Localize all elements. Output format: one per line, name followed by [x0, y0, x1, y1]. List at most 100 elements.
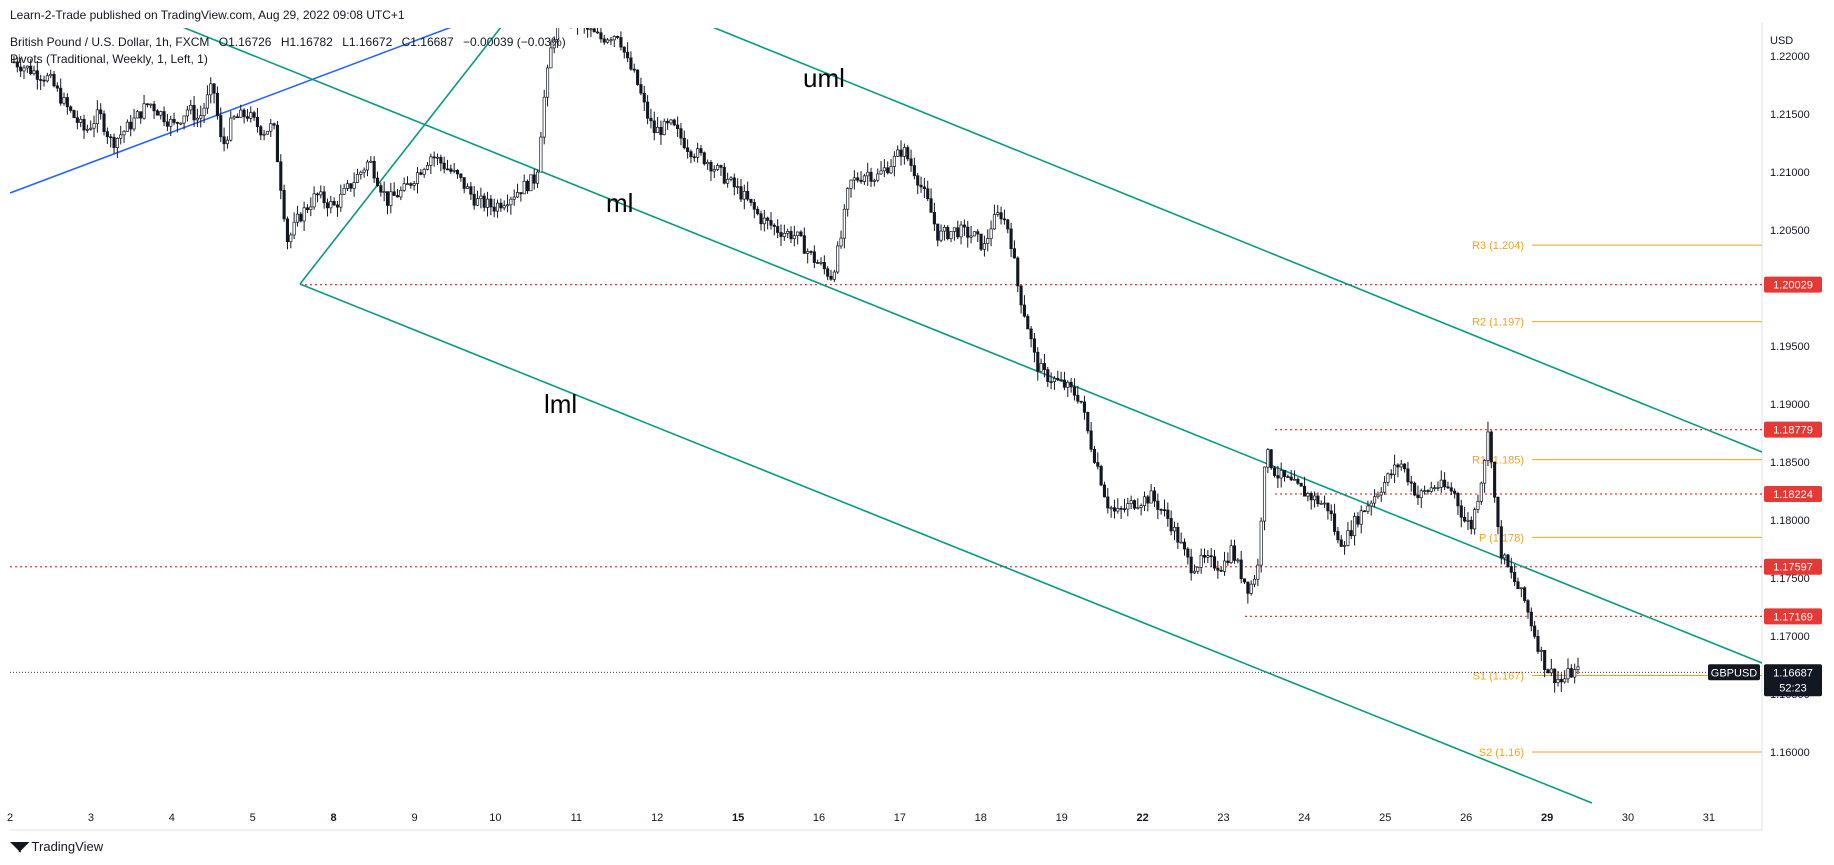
candle-body: [1132, 500, 1137, 509]
candle-body: [1549, 668, 1553, 674]
candle-body: [239, 109, 243, 118]
candle-body: [145, 103, 149, 106]
candle-body: [1459, 505, 1463, 518]
candle-body: [629, 57, 633, 70]
candle-body: [49, 73, 53, 77]
candle-body: [1122, 508, 1127, 511]
candle-body: [549, 47, 553, 69]
indicator-legend[interactable]: Pivots (Traditional, Weekly, 1, Left, 1): [10, 52, 208, 66]
candle-body: [1019, 285, 1023, 306]
time-tick-label: 17: [894, 812, 906, 824]
candle-body: [1319, 503, 1323, 505]
candle-body: [1323, 502, 1327, 505]
candle-body: [219, 115, 223, 138]
time-tick-label: 18: [975, 812, 987, 824]
candle-body: [826, 268, 830, 277]
price-level-tag: [1764, 608, 1822, 625]
plot-area[interactable]: [10, 28, 1762, 830]
candle-body: [1396, 464, 1400, 468]
candle-body: [499, 202, 503, 209]
candle-body: [1303, 485, 1307, 497]
candle-body: [315, 193, 320, 196]
candle-body: [1369, 502, 1373, 507]
candle-body: [365, 161, 370, 171]
blue-trendline[interactable]: [10, 22, 465, 194]
price-tick-label: 1.19500: [1770, 341, 1810, 353]
candle-body: [539, 136, 543, 173]
channel-upper-line[interactable]: [700, 22, 1762, 453]
candle-body: [736, 186, 740, 188]
brand-label: TradingView: [31, 839, 104, 854]
candle-body: [102, 113, 106, 132]
candle-body: [1139, 505, 1143, 508]
time-tick-label: 30: [1622, 812, 1634, 824]
candle-body: [949, 231, 953, 240]
candle-body: [570, 8, 572, 19]
candle-body: [1519, 587, 1523, 590]
candlestick-series[interactable]: [12, 3, 1580, 693]
candle-body: [1413, 482, 1417, 496]
candle-body: [1036, 351, 1040, 372]
candle-body: [295, 213, 300, 223]
candle-body: [1389, 473, 1393, 476]
time-tick-label: 2: [7, 812, 13, 824]
candle-body: [779, 232, 783, 237]
candle-body: [1419, 490, 1423, 499]
channel-lower-line[interactable]: [299, 283, 1593, 804]
candle-body: [1429, 487, 1433, 492]
candle-body: [1236, 559, 1240, 562]
candle-body: [205, 94, 209, 109]
price-level-label: 1.20029: [1773, 280, 1813, 292]
candle-body: [262, 133, 266, 136]
candle-body: [375, 177, 380, 187]
candle-body: [832, 271, 836, 280]
pivot-label: S1 (1.167): [1473, 670, 1524, 682]
symbol-legend[interactable]: British Pound / U.S. Dollar, 1h, FXCM O1…: [10, 35, 572, 49]
candle-body: [1486, 431, 1490, 461]
candle-body: [52, 73, 56, 87]
candle-body: [1209, 555, 1213, 558]
candle-body: [139, 111, 143, 119]
candle-body: [1142, 496, 1147, 506]
candle-body: [1229, 545, 1233, 563]
candle-body: [172, 118, 176, 123]
tradingview-brand[interactable]: ◥◤ TradingView: [10, 838, 103, 855]
candle-body: [1399, 463, 1403, 468]
candle-body: [465, 186, 470, 189]
candle-body: [45, 75, 49, 82]
candle-body: [546, 67, 550, 98]
candle-body: [519, 192, 523, 195]
candle-body: [75, 117, 79, 123]
price-level-tag: [1764, 558, 1822, 575]
candle-body: [482, 195, 486, 208]
channel-median-line[interactable]: [170, 22, 1762, 664]
candle-body: [792, 235, 796, 240]
candle-body: [1299, 482, 1303, 487]
candle-body: [1289, 476, 1293, 481]
candle-body: [852, 177, 856, 181]
candle-body: [479, 195, 483, 200]
candle-body: [849, 179, 853, 189]
candle-body: [1262, 466, 1267, 522]
symbol-description[interactable]: British Pound / U.S. Dollar, 1h, FXCM: [10, 35, 210, 49]
candle-body: [646, 101, 650, 119]
price-tick-label: 1.19000: [1770, 399, 1810, 411]
candle-body: [966, 226, 970, 238]
candle-body: [502, 205, 506, 209]
candle-body: [385, 191, 390, 206]
time-axis[interactable]: 2 3 4 5 8 9 10 11 12 15 16 17 18 19 22 23 24 25 26 29 30 31: [7, 812, 1762, 831]
candle-body: [1363, 510, 1367, 513]
candle-body: [1313, 495, 1317, 501]
candle-body: [1503, 554, 1507, 559]
ohlc-change: −0.00039 (−0.03%): [463, 35, 566, 49]
candle-body: [746, 190, 750, 200]
pitchfork-handle-line[interactable]: [299, 22, 505, 285]
candle-body: [1489, 431, 1493, 463]
candle-body: [732, 177, 736, 188]
pivot-label: R3 (1.204): [1472, 240, 1524, 252]
candle-body: [699, 148, 703, 154]
last-price-label: 1.16687: [1773, 667, 1813, 679]
candle-body: [609, 39, 613, 42]
candle-body: [485, 198, 490, 208]
